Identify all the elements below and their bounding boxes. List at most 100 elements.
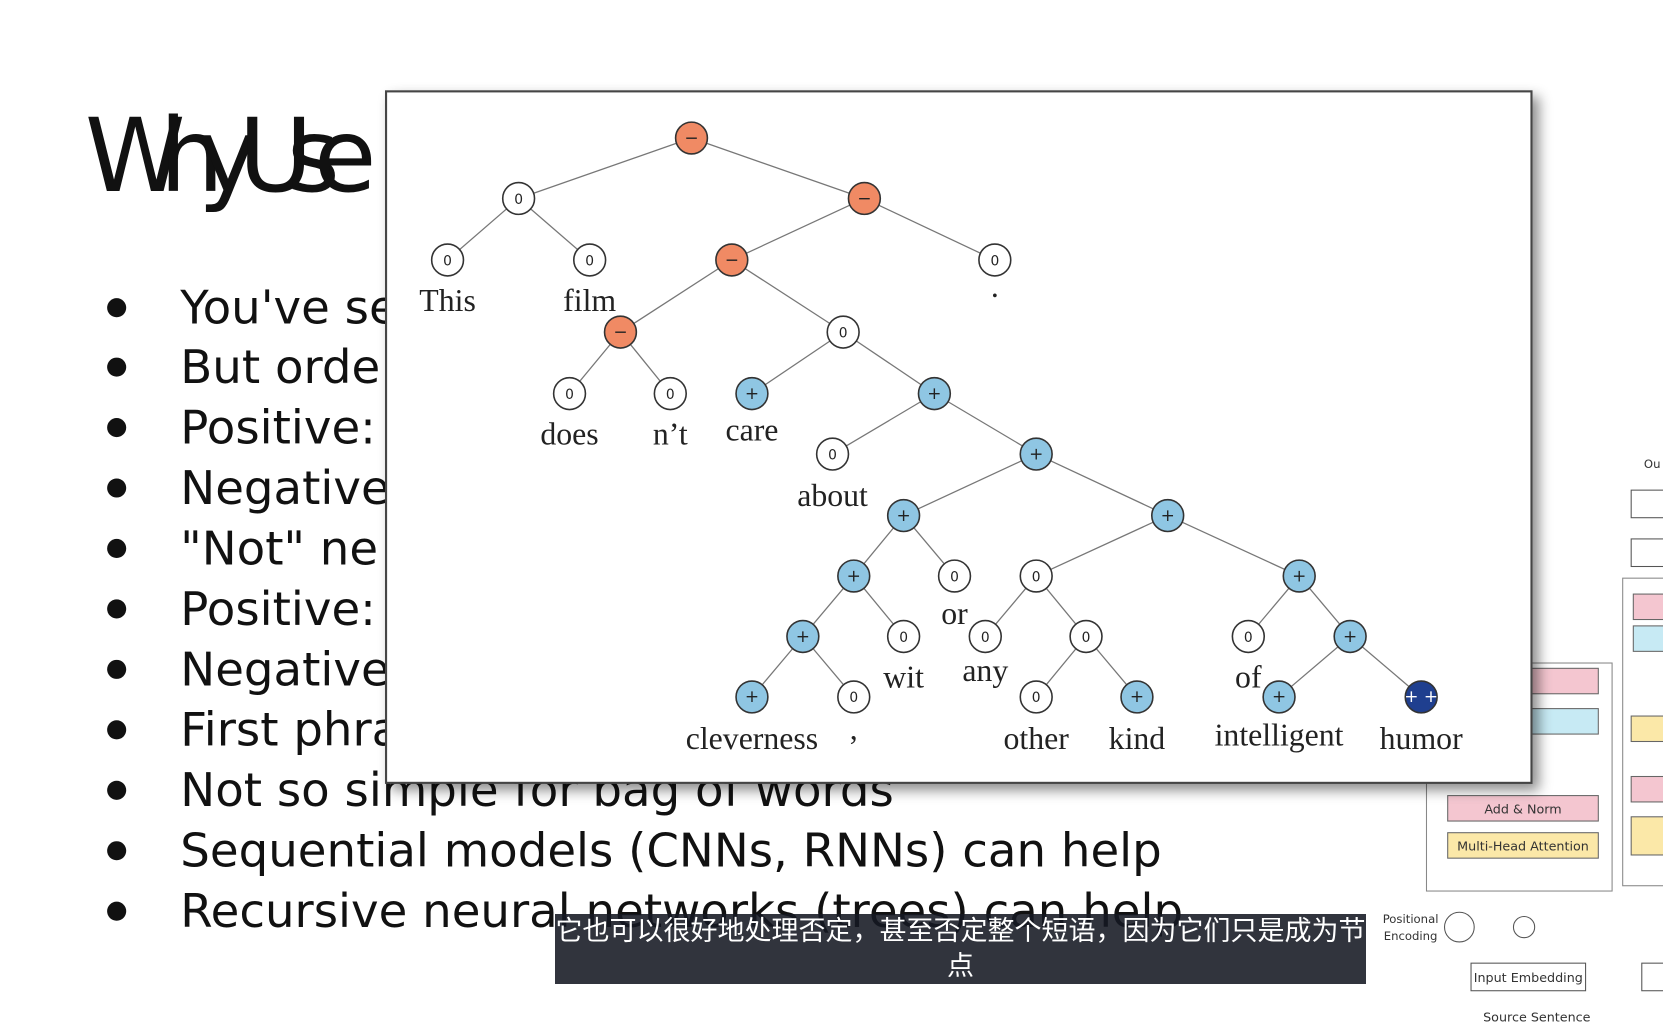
leaf-word: does xyxy=(540,417,598,452)
tree-edge xyxy=(842,331,935,395)
bullet-text: "Not" ne xyxy=(180,522,378,576)
tree-node xyxy=(1333,619,1367,654)
attention-box xyxy=(1447,832,1599,859)
bullet-dot xyxy=(107,901,127,921)
transformer-label: Source Sentence xyxy=(1483,1009,1591,1024)
embedding-box xyxy=(1470,962,1587,992)
leaf-word: other xyxy=(1004,721,1070,756)
tree-node xyxy=(815,437,850,471)
leaf-word: . xyxy=(991,269,999,304)
tree-edge xyxy=(1035,453,1168,517)
bullet-dot xyxy=(107,720,127,740)
bullet-dot xyxy=(107,418,127,438)
tree-node xyxy=(653,376,687,411)
bullet-dot xyxy=(107,538,127,559)
tree-node xyxy=(603,315,638,349)
tree-node xyxy=(715,243,749,277)
dec-box xyxy=(1630,489,1663,519)
tree-edge xyxy=(832,393,935,455)
node-label: 0 xyxy=(1244,630,1253,646)
add-norm-box xyxy=(1447,795,1599,822)
bullet-text: Positive: xyxy=(180,401,376,455)
bullet-dot xyxy=(107,357,127,377)
node-label: − xyxy=(857,188,871,208)
leaf-word: cleverness xyxy=(686,721,818,756)
tree-edge xyxy=(518,137,692,200)
node-label: 0 xyxy=(1032,569,1041,585)
leaf-word: care xyxy=(725,412,778,447)
bullet-text: Positive: xyxy=(180,583,376,637)
norm-box xyxy=(1521,667,1599,695)
leaf-word: or xyxy=(941,596,968,631)
tree-node xyxy=(735,376,769,411)
node-label: + xyxy=(1292,565,1306,585)
node-label: + xyxy=(1343,626,1357,646)
node-label: − xyxy=(613,321,627,341)
tree-node xyxy=(1231,619,1266,654)
node-label: + xyxy=(745,686,759,706)
transformer-diagram: Add & Norm Multi-Head Attention Positional… xyxy=(1383,457,1663,1024)
node-label: 0 xyxy=(981,630,990,646)
tree-node xyxy=(1019,680,1053,714)
node-label: + xyxy=(796,626,810,646)
tree-edge xyxy=(731,259,844,333)
tree-edge xyxy=(903,453,1037,517)
leaf-word: This xyxy=(419,283,476,318)
tree-edge xyxy=(731,197,865,261)
tree-node xyxy=(1019,437,1053,471)
add-symbol xyxy=(1512,915,1536,939)
tree-panel xyxy=(384,90,1533,784)
tree-node xyxy=(501,181,536,216)
transformer-label: Add & Norm xyxy=(1484,802,1561,817)
tree-edge xyxy=(691,137,865,200)
tree-edge xyxy=(1167,515,1300,577)
tree-node xyxy=(1120,680,1154,714)
dec-box xyxy=(1630,816,1663,856)
node-label: 0 xyxy=(1032,690,1041,706)
node-label: − xyxy=(684,127,698,147)
bullet-dot xyxy=(107,780,127,800)
leaf-word: humor xyxy=(1380,721,1463,756)
node-label: + xyxy=(745,383,759,403)
tree-node xyxy=(674,121,709,155)
node-label: 0 xyxy=(585,253,594,269)
tree-node xyxy=(552,376,587,411)
tree-edge xyxy=(751,331,844,395)
bullet-dot xyxy=(107,298,127,318)
tree: − 0 − 0 0 − 0 − 0 0 0 + +0 + + + + 0 0 + + 0 0 0 0 + + 0 0 + + + + This f… xyxy=(419,121,1463,756)
tree-node xyxy=(1262,680,1296,714)
tree-node xyxy=(917,376,952,411)
transformer-label: Multi-Head Attention xyxy=(1457,839,1589,854)
dec-box xyxy=(1632,593,1663,621)
tree-node xyxy=(1151,498,1185,533)
dec-box xyxy=(1632,625,1663,652)
tree-node xyxy=(572,243,607,277)
node-label: 0 xyxy=(950,569,959,585)
leaf-word: intelligent xyxy=(1215,718,1344,753)
node-label: 0 xyxy=(565,387,574,403)
tree-node xyxy=(886,619,921,654)
tree-node xyxy=(978,243,1012,277)
leaf-word: any xyxy=(962,653,1008,688)
bullet-text: Sequential models (CNNs, RNNs) can help xyxy=(180,825,1161,879)
node-label: + xyxy=(1161,505,1175,525)
dec-box xyxy=(1630,538,1663,568)
node-label: 0 xyxy=(899,630,908,646)
tree-node xyxy=(937,559,972,593)
transformer-label: Input Embedding xyxy=(1474,970,1583,985)
node-label: + + xyxy=(1404,686,1438,706)
leaf-word: of xyxy=(1235,659,1262,694)
bullet-text: You've se xyxy=(179,282,397,336)
tree-edge xyxy=(620,259,733,333)
tree-node xyxy=(837,680,871,714)
node-label: + xyxy=(927,383,941,403)
tree-node xyxy=(886,498,921,533)
node-label: + xyxy=(1029,443,1043,463)
tree-node xyxy=(1404,680,1438,714)
leaf-word: n’t xyxy=(653,417,688,452)
transformer-label: Positional xyxy=(1383,912,1439,926)
tree-node xyxy=(786,619,820,654)
decoder-box xyxy=(1622,577,1663,887)
tree-node xyxy=(430,243,465,277)
